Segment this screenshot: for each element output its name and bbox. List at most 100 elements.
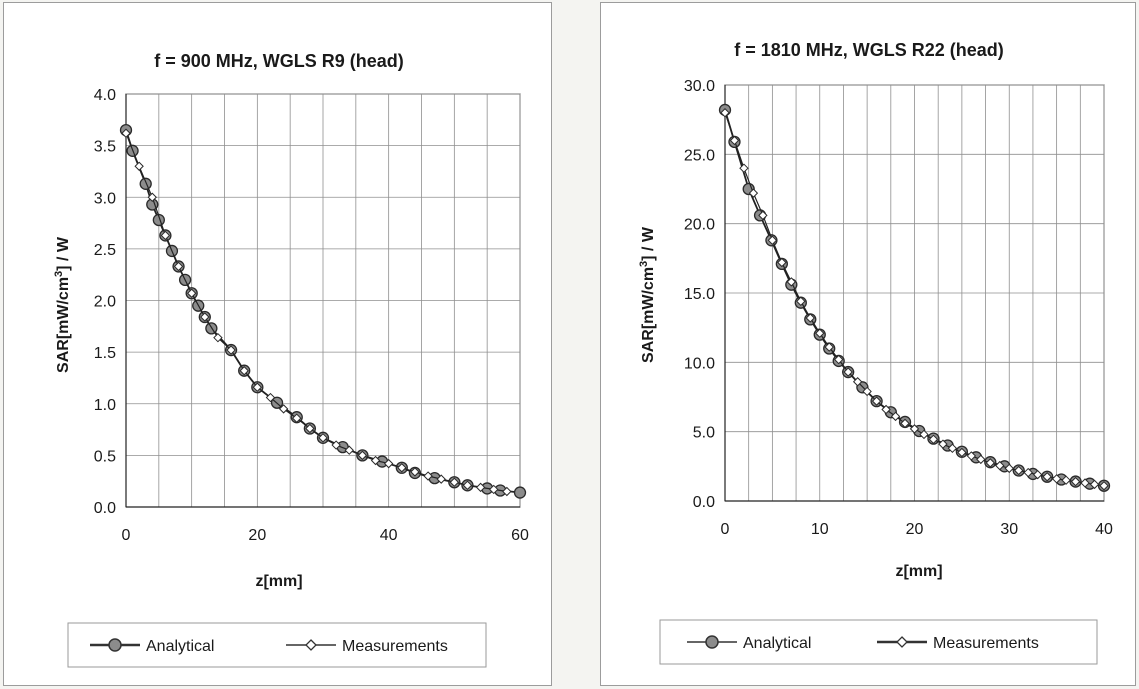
y-tick-label: 1.0 xyxy=(94,397,116,414)
data-point-measurements xyxy=(370,455,381,466)
x-tick-label: 20 xyxy=(248,527,266,544)
x-tick-label: 60 xyxy=(511,527,529,544)
y-tick-label: 0.0 xyxy=(693,494,715,511)
data-point-measurements xyxy=(160,230,171,241)
data-point-measurements xyxy=(833,354,844,365)
y-tick-label: 25.0 xyxy=(684,147,715,164)
data-point-measurements xyxy=(815,328,825,338)
y-tick-label: 3.0 xyxy=(94,190,116,207)
data-point-measurements xyxy=(200,312,210,322)
data-point-measurements xyxy=(890,411,901,422)
chart-900mhz: f = 900 MHz, WGLS R9 (head) z[mm] SAR[mW… xyxy=(53,51,529,668)
data-point-measurements xyxy=(489,484,499,495)
data-point-measurements xyxy=(767,235,778,246)
data-point-measurements xyxy=(966,451,977,461)
data-point-measurements xyxy=(796,296,806,307)
y-tick-label: 30.0 xyxy=(684,78,715,95)
data-point-measurements xyxy=(938,439,948,449)
legend-marker-analytical xyxy=(705,635,719,649)
chart-panel-1810mhz: f = 1810 MHz, WGLS R22 (head) z[mm] SAR[… xyxy=(600,2,1136,686)
data-point-measurements xyxy=(318,433,328,443)
data-point-measurements xyxy=(252,382,263,392)
data-point-measurements xyxy=(475,482,486,493)
data-point-measurements xyxy=(265,392,276,403)
data-point-measurements xyxy=(383,458,394,469)
data-point-measurements xyxy=(436,474,446,484)
x-tick-label: 0 xyxy=(122,527,131,544)
x-axis-label: z[mm] xyxy=(255,573,302,590)
x-tick-label: 20 xyxy=(906,521,924,538)
y-tick-label: 15.0 xyxy=(684,286,715,303)
data-point-measurements xyxy=(397,463,407,473)
data-point-measurements xyxy=(748,188,759,198)
legend-item-measurements: Measurements xyxy=(877,635,1039,652)
data-point-measurements xyxy=(862,386,872,397)
legend-marker-analytical xyxy=(108,638,122,652)
data-point-measurements xyxy=(919,429,929,440)
y-tick-label: 3.5 xyxy=(94,139,116,156)
y-tick-label: 5.0 xyxy=(693,425,715,442)
data-point-analytical xyxy=(139,177,152,190)
data-point-measurements xyxy=(278,404,289,414)
data-point-measurements xyxy=(881,404,891,415)
y-tick-label: 1.5 xyxy=(94,345,116,362)
data-point-measurements xyxy=(1051,474,1062,484)
data-point-measurements xyxy=(1032,469,1043,480)
data-point-measurements xyxy=(852,377,863,387)
chart-title: f = 900 MHz, WGLS R9 (head) xyxy=(154,51,404,71)
y-axis-label: SAR[mW/cm3] / W xyxy=(53,236,72,373)
y-tick-label: 2.0 xyxy=(94,294,116,311)
data-point-measurements xyxy=(1023,467,1033,478)
chart-panel-900mhz: f = 900 MHz, WGLS R9 (head) z[mm] SAR[mW… xyxy=(3,2,552,686)
data-point-measurements xyxy=(423,471,433,481)
y-tick-label: 0.5 xyxy=(94,448,116,465)
data-point-measurements xyxy=(239,366,249,376)
data-point-measurements xyxy=(1089,479,1100,490)
data-point-measurements xyxy=(121,128,131,138)
data-point-analytical xyxy=(513,486,527,499)
data-point-measurements xyxy=(1042,472,1052,482)
data-point-measurements xyxy=(947,443,958,454)
x-tick-label: 10 xyxy=(811,521,829,538)
data-point-measurements xyxy=(173,261,184,272)
data-point-measurements xyxy=(995,460,1005,471)
legend-item-analytical: Analytical xyxy=(687,635,811,652)
data-point-measurements xyxy=(410,467,420,477)
data-point-measurements xyxy=(213,332,223,343)
data-point-measurements xyxy=(292,413,302,423)
legend-label-analytical: Analytical xyxy=(743,635,811,652)
data-point-measurements xyxy=(871,396,882,406)
legend-label-measurements: Measurements xyxy=(342,638,448,655)
x-tick-label: 40 xyxy=(1095,521,1113,538)
data-point-measurements xyxy=(462,480,473,491)
chart-title: f = 1810 MHz, WGLS R22 (head) xyxy=(734,40,1004,60)
data-point-measurements xyxy=(805,313,815,323)
data-point-measurements xyxy=(777,257,787,268)
data-point-measurements xyxy=(1014,465,1024,476)
y-tick-label: 0.0 xyxy=(94,500,116,517)
data-point-measurements xyxy=(357,450,368,461)
data-point-measurements xyxy=(976,454,986,465)
data-point-measurements xyxy=(900,418,910,429)
data-point-measurements xyxy=(1004,463,1014,474)
chart-1810mhz: f = 1810 MHz, WGLS R22 (head) z[mm] SAR[… xyxy=(638,40,1113,665)
y-tick-label: 2.5 xyxy=(94,242,116,259)
x-tick-label: 30 xyxy=(1000,521,1018,538)
data-point-measurements xyxy=(985,458,996,468)
x-tick-label: 40 xyxy=(380,527,398,544)
y-tick-label: 10.0 xyxy=(684,355,715,372)
legend-item-analytical: Analytical xyxy=(90,638,214,655)
y-axis-label: SAR[mW/cm3] / W xyxy=(638,226,657,363)
data-point-measurements xyxy=(729,135,740,146)
data-point-measurements xyxy=(344,445,354,455)
data-point-measurements xyxy=(305,423,315,434)
y-tick-label: 4.0 xyxy=(94,87,116,104)
legend-marker-measurements xyxy=(305,639,317,651)
data-point-measurements xyxy=(186,288,197,298)
legend-label-measurements: Measurements xyxy=(933,635,1039,652)
x-axis-label: z[mm] xyxy=(895,563,942,580)
data-point-measurements xyxy=(331,440,341,450)
legend-item-measurements: Measurements xyxy=(286,638,448,655)
data-point-measurements xyxy=(843,367,853,377)
data-point-measurements xyxy=(758,210,768,221)
